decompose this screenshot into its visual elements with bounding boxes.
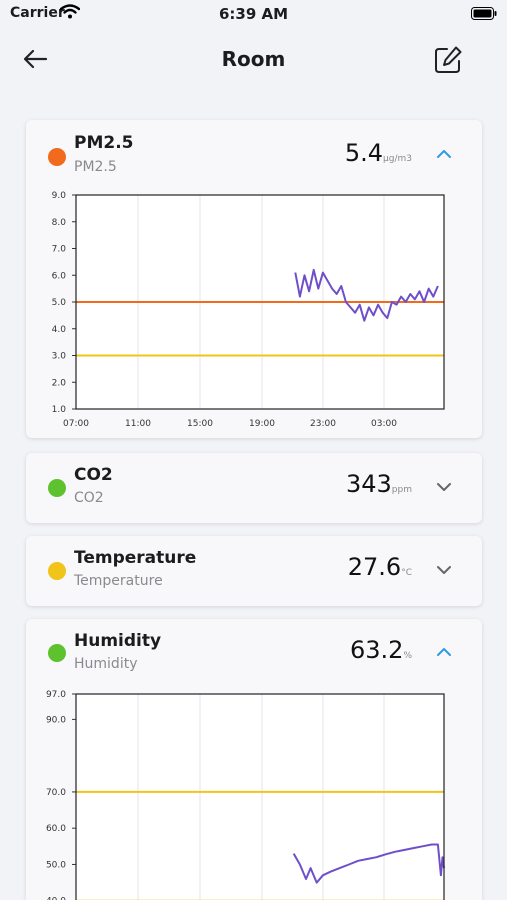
metric-card-humidity-header[interactable]: Humidity Humidity 63.2% bbox=[26, 619, 482, 691]
y-tick-label: 4.0 bbox=[52, 325, 67, 335]
arrow-left-icon bbox=[23, 49, 48, 69]
nav-bar: Room bbox=[0, 36, 507, 84]
y-tick-label: 9.0 bbox=[52, 191, 67, 201]
metric-unit: ppm bbox=[391, 485, 412, 495]
metric-value-number: 343 bbox=[345, 470, 392, 498]
metric-value-number: 27.6 bbox=[347, 553, 402, 581]
x-tick-label: 11:00 bbox=[125, 419, 151, 429]
series-line bbox=[292, 843, 445, 884]
x-tick-label: 07:00 bbox=[63, 419, 89, 429]
metric-value-number: 63.2 bbox=[350, 636, 404, 664]
y-tick-label: 90.0 bbox=[46, 715, 66, 725]
x-tick-label: 03:00 bbox=[371, 419, 397, 429]
y-tick-label: 1.0 bbox=[52, 405, 67, 415]
metric-name: CO2 bbox=[74, 465, 113, 485]
metric-unit: % bbox=[403, 651, 412, 661]
metric-name: PM2.5 bbox=[74, 133, 134, 153]
y-tick-label: 7.0 bbox=[52, 245, 67, 255]
metric-unit: °C bbox=[401, 568, 412, 578]
metric-subtitle: Temperature bbox=[74, 573, 163, 589]
metric-value: 27.6°C bbox=[348, 553, 412, 581]
metric-value-number: 5.4 bbox=[344, 139, 384, 167]
metric-subtitle: CO2 bbox=[74, 490, 104, 506]
status-dot bbox=[48, 148, 66, 166]
y-tick-label: 6.0 bbox=[52, 271, 67, 281]
metric-card-humidity: Humidity Humidity 63.2% 30.040.050.060.0… bbox=[26, 619, 482, 900]
y-tick-label: 40.0 bbox=[46, 897, 66, 900]
metric-value: 5.4μg/m3 bbox=[345, 139, 412, 167]
wifi-icon bbox=[60, 4, 80, 19]
x-tick-label: 19:00 bbox=[249, 419, 275, 429]
metric-unit: μg/m3 bbox=[383, 154, 412, 164]
metric-card-pm25: PM2.5 PM2.5 5.4μg/m3 1.0 2.0 3.0 4.0 5.0 6.0 7… bbox=[26, 120, 482, 438]
metric-name: Temperature bbox=[74, 548, 197, 568]
plot-frame bbox=[75, 693, 445, 900]
series-line bbox=[294, 268, 439, 322]
y-tick-label: 2.0 bbox=[52, 378, 67, 388]
status-dot bbox=[48, 644, 66, 662]
back-button[interactable] bbox=[20, 46, 50, 72]
chevron-down-icon[interactable] bbox=[436, 481, 452, 493]
humidity-chart: 30.040.050.060.070.090.097.0 bbox=[46, 690, 445, 900]
y-tick-label: 5.0 bbox=[52, 298, 67, 308]
plot-frame bbox=[75, 194, 445, 410]
carrier-label: Carrier bbox=[10, 5, 65, 21]
status-dot bbox=[48, 479, 66, 497]
y-tick-label: 8.0 bbox=[52, 218, 67, 228]
status-time: 6:39 AM bbox=[218, 5, 289, 23]
y-tick-label: 3.0 bbox=[52, 352, 67, 362]
metric-subtitle: PM2.5 bbox=[74, 159, 117, 175]
metric-card-co2-header[interactable]: CO2 CO2 343ppm bbox=[26, 453, 482, 525]
page-title: Room bbox=[221, 47, 286, 71]
y-tick-label: 97.0 bbox=[46, 690, 66, 700]
metric-card-pm25-header[interactable]: PM2.5 PM2.5 5.4μg/m3 bbox=[26, 120, 482, 192]
chevron-up-icon[interactable] bbox=[436, 148, 452, 160]
metric-card-temperature-header[interactable]: Temperature Temperature 27.6°C bbox=[26, 536, 482, 608]
x-tick-label: 23:00 bbox=[310, 419, 336, 429]
edit-icon bbox=[435, 46, 462, 73]
y-tick-label: 70.0 bbox=[46, 788, 66, 798]
pm25-chart: 1.0 2.0 3.0 4.0 5.0 6.0 7.0 8.0 9.0 07:00 11:00 15:… bbox=[52, 191, 445, 429]
status-bar: Carrier 6:39 AM bbox=[0, 0, 507, 28]
metric-card-temperature: Temperature Temperature 27.6°C bbox=[26, 536, 482, 606]
metric-value: 63.2% bbox=[350, 636, 412, 664]
metric-card-co2: CO2 CO2 343ppm bbox=[26, 453, 482, 523]
x-tick-label: 15:00 bbox=[187, 419, 213, 429]
metric-subtitle: Humidity bbox=[74, 656, 138, 672]
chevron-down-icon[interactable] bbox=[436, 564, 452, 576]
battery-icon bbox=[471, 7, 497, 20]
plot-area bbox=[76, 694, 444, 900]
status-dot bbox=[48, 562, 66, 580]
metric-name: Humidity bbox=[74, 631, 162, 651]
edit-button[interactable] bbox=[432, 44, 464, 76]
chevron-up-icon[interactable] bbox=[436, 646, 452, 658]
y-tick-label: 60.0 bbox=[46, 824, 66, 834]
metric-value: 343ppm bbox=[346, 470, 412, 498]
y-tick-label: 50.0 bbox=[46, 860, 66, 870]
